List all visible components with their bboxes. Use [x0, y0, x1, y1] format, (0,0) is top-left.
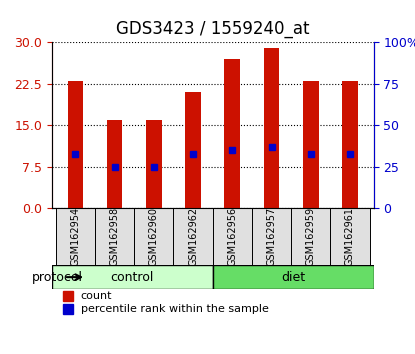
Title: GDS3423 / 1559240_at: GDS3423 / 1559240_at — [116, 21, 310, 39]
Bar — [68, 81, 83, 209]
Text: protocol: protocol — [32, 271, 83, 284]
FancyBboxPatch shape — [213, 209, 252, 265]
FancyBboxPatch shape — [95, 209, 134, 265]
Text: GSM162961: GSM162961 — [345, 207, 355, 266]
Bar — [146, 120, 162, 209]
FancyBboxPatch shape — [56, 209, 95, 265]
FancyBboxPatch shape — [52, 265, 213, 289]
Text: GSM162959: GSM162959 — [306, 207, 316, 267]
Bar — [303, 81, 319, 209]
Bar — [185, 92, 201, 209]
Text: control: control — [110, 271, 154, 284]
Text: GSM162956: GSM162956 — [227, 207, 237, 267]
FancyBboxPatch shape — [173, 209, 213, 265]
Bar — [225, 59, 240, 209]
Bar — [107, 120, 122, 209]
Bar — [264, 48, 279, 209]
FancyBboxPatch shape — [213, 265, 374, 289]
Text: GSM162958: GSM162958 — [110, 207, 120, 267]
FancyBboxPatch shape — [252, 209, 291, 265]
FancyBboxPatch shape — [291, 209, 330, 265]
Text: GSM162962: GSM162962 — [188, 207, 198, 267]
Text: GSM162957: GSM162957 — [266, 207, 276, 267]
Text: diet: diet — [281, 271, 305, 284]
Text: GSM162960: GSM162960 — [149, 207, 159, 266]
FancyBboxPatch shape — [330, 209, 370, 265]
Text: GSM162954: GSM162954 — [71, 207, 81, 267]
Text: count: count — [81, 291, 112, 301]
Text: percentile rank within the sample: percentile rank within the sample — [81, 303, 269, 314]
FancyBboxPatch shape — [134, 209, 173, 265]
Bar — [342, 81, 358, 209]
